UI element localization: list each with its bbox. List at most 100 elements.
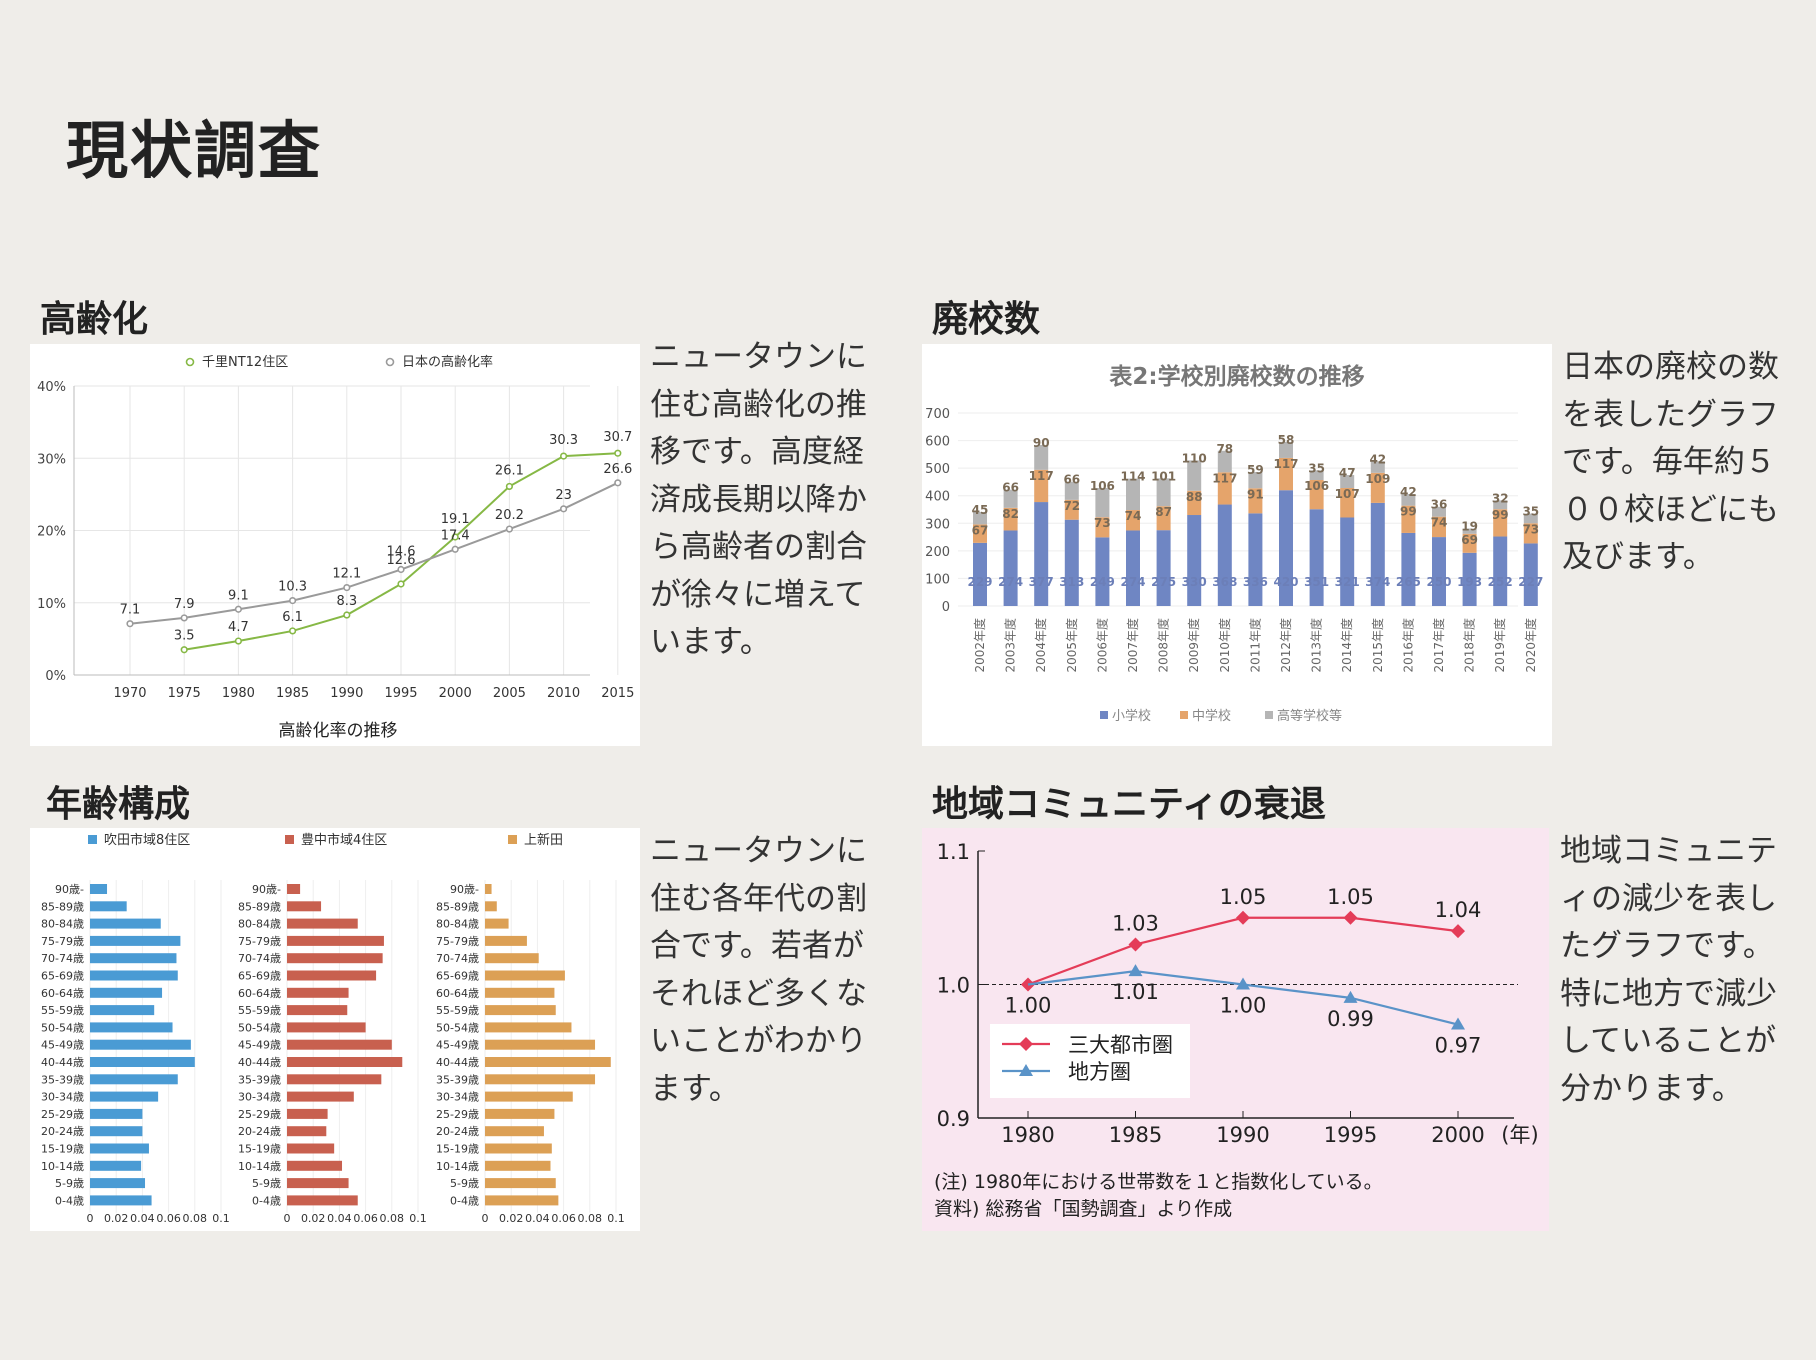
bar-segment-elementary [1217, 504, 1232, 606]
data-point [289, 627, 297, 635]
bar-value-label: 250 [1426, 575, 1451, 589]
bar-segment-high-school [1462, 528, 1477, 534]
x-tick-label: 0 [284, 1212, 291, 1225]
bar-value-label: 229 [967, 575, 992, 589]
y-tick-label: 300 [925, 517, 950, 532]
data-point [614, 479, 622, 487]
bar-value-label: 36 [1431, 498, 1448, 512]
x-tick-label: 0.08 [380, 1212, 405, 1225]
bar [485, 953, 539, 964]
y-tick-label: 85-89歳 [41, 900, 84, 913]
x-tick-label: 0 [482, 1212, 489, 1225]
x-tick-label: 2005年度 [1064, 618, 1079, 673]
bar-value-label: 99 [1492, 508, 1509, 522]
x-tick-label: 1980 [1001, 1123, 1054, 1147]
bar-segment-high-school [1217, 450, 1232, 473]
x-tick-label: 0.02 [301, 1212, 326, 1225]
bar [90, 935, 181, 946]
legend-swatch [1100, 711, 1108, 719]
bar-value-label: 377 [1029, 575, 1054, 589]
x-tick-label: 2017年度 [1431, 618, 1446, 673]
x-tick-label: 2000 [439, 686, 472, 701]
bar-value-label: 74 [1431, 516, 1448, 530]
bar-segment-junior-high [1401, 505, 1416, 533]
bar [287, 1057, 403, 1067]
data-point-triangle [1128, 964, 1143, 977]
y-tick-label: 35-39歳 [41, 1073, 84, 1086]
bar [485, 1022, 572, 1033]
y-tick-label: 45-49歳 [436, 1039, 479, 1052]
data-point [126, 620, 134, 628]
aging-description: ニュータウンに住む高齢化の推移です。高度経済成長期以降から高齢者の割合が徐々に増… [650, 339, 867, 660]
y-tick-label: 50-54歳 [436, 1021, 479, 1034]
data-label: 17.4 [441, 528, 470, 543]
bar-value-label: 330 [1182, 575, 1207, 589]
x-tick-label: 2015 [601, 686, 634, 701]
legend-label: 小学校 [1112, 708, 1151, 724]
y-tick-label: 50-54歳 [41, 1021, 84, 1034]
legend-box [990, 1024, 1190, 1098]
x-tick-label: 0.06 [551, 1212, 576, 1225]
y-tick-label: 65-69歳 [41, 970, 84, 983]
aging-line-chart: 0% 10% 20% 30% 40% 1970 1975 1980 1985 1990 1995 20… [37, 354, 634, 741]
bar [287, 884, 301, 894]
bar-value-label: 66 [1063, 473, 1080, 487]
bar [90, 1039, 191, 1050]
bar [287, 1160, 343, 1171]
x-tick-label: 2016年度 [1400, 618, 1415, 673]
bar [485, 987, 555, 998]
legend-label: 上新田 [524, 832, 563, 848]
community-description: 地域コミュニティの減少を表したグラフです。特に地方で減少していることが分かります… [1560, 833, 1777, 1107]
household-index-line-chart: 0.9 1.0 1.1 1980 1985 1990 1995 2000 (年) 1.00 1.03… [934, 840, 1539, 1220]
bar-segment-elementary [1187, 515, 1202, 606]
bar-value-label: 321 [1335, 575, 1360, 589]
bar-segment-elementary [1279, 490, 1293, 606]
bar-value-label: 99 [1400, 505, 1417, 519]
legend-label: 豊中市域4住区 [301, 832, 387, 848]
bar-value-label: 72 [1063, 499, 1080, 513]
bar-segment-elementary [1340, 517, 1355, 606]
y-tick-label: 60-64歳 [41, 987, 84, 1000]
x-tick-label: 0.02 [104, 1212, 129, 1225]
y-tick-label: 85-89歳 [436, 900, 479, 913]
bar [485, 935, 527, 946]
bar-value-label: 336 [1243, 575, 1268, 589]
x-tick-label: 2008年度 [1156, 618, 1171, 673]
bar [485, 1143, 552, 1154]
y-tick-label: 75-79歳 [41, 935, 84, 948]
bar-value-label: 275 [1151, 575, 1176, 589]
age-description: ニュータウンに住む各年代の割合です。若者がそれほど多くないことがわかります。 [650, 833, 867, 1107]
bar-value-label: 374 [1365, 575, 1390, 589]
y-tick-label: 20% [37, 525, 66, 540]
bar [485, 1074, 596, 1085]
bar [287, 1022, 366, 1033]
data-label: 4.7 [228, 620, 249, 635]
data-point [505, 525, 514, 533]
data-point-diamond [1236, 910, 1250, 925]
bar-segment-junior-high [1156, 506, 1171, 531]
bar-value-label: 58 [1278, 433, 1295, 447]
y-tick-label: 45-49歳 [41, 1039, 84, 1052]
legend-swatch [285, 835, 294, 844]
y-tick-label: 35-39歳 [436, 1073, 479, 1086]
data-label: 1.00 [1220, 994, 1267, 1018]
y-tick-label: 1.1 [937, 840, 970, 864]
bar-value-label: 117 [1273, 457, 1298, 471]
data-label: 19.1 [441, 512, 470, 527]
bar [287, 1074, 382, 1085]
bar-segment-junior-high [1187, 490, 1202, 516]
y-tick-label: 80-84歳 [238, 918, 281, 931]
bar [90, 970, 178, 981]
bar-segment-junior-high [973, 524, 987, 543]
y-tick-label: 80-84歳 [41, 918, 84, 931]
legend-swatch [1265, 711, 1273, 719]
data-point [559, 505, 568, 513]
bar [287, 1178, 349, 1189]
bar-value-label: 265 [1396, 575, 1421, 589]
data-label: 1.01 [1112, 980, 1159, 1004]
y-tick-label: 10% [37, 597, 66, 612]
bar-value-label: 313 [1059, 575, 1084, 589]
data-point-triangle [1451, 1017, 1465, 1030]
bar-value-label: 82 [1002, 507, 1019, 521]
